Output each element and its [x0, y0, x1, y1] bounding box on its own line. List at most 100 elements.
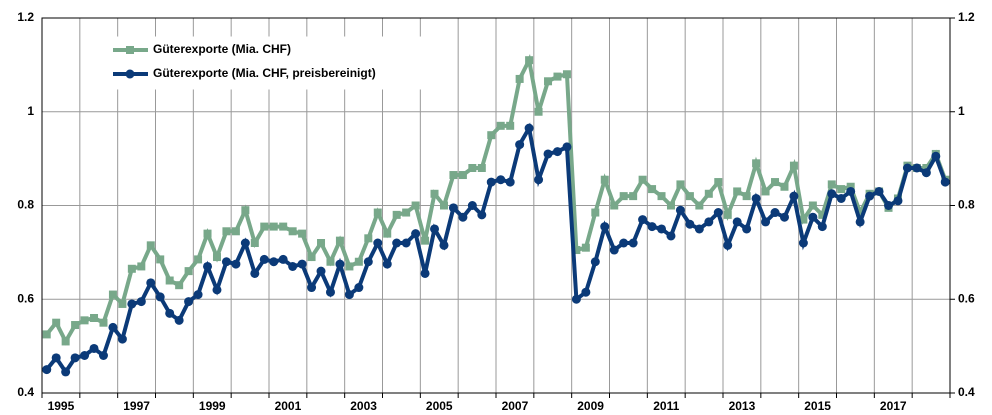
point [259, 254, 269, 264]
point [571, 294, 581, 304]
point [534, 175, 544, 185]
point [156, 255, 165, 264]
point [222, 227, 231, 236]
point [137, 262, 146, 271]
point [487, 131, 496, 140]
point [117, 334, 127, 344]
point [99, 318, 108, 327]
point [827, 189, 837, 199]
point [752, 159, 761, 168]
point [685, 219, 695, 229]
x-tick-label: 2011 [653, 399, 679, 413]
point [344, 290, 354, 300]
legend-box [106, 36, 422, 90]
point [789, 191, 799, 201]
point [562, 70, 571, 79]
point [240, 238, 250, 248]
y-tick-label: 0.4 [17, 385, 34, 399]
point [818, 210, 827, 219]
point [136, 297, 146, 307]
point [382, 259, 392, 269]
point [89, 343, 99, 353]
point [70, 353, 80, 363]
x-tick-label: 1999 [199, 399, 226, 413]
y-tick-label: 0.8 [17, 198, 34, 212]
point [666, 201, 675, 210]
point [723, 240, 733, 250]
point [184, 267, 193, 276]
point [714, 178, 723, 187]
point [552, 147, 562, 157]
point [439, 201, 448, 210]
point [524, 123, 534, 133]
point [61, 367, 71, 377]
y-tick-label: 1.2 [17, 10, 34, 24]
point [477, 210, 487, 220]
x-tick-label: 2013 [729, 399, 756, 413]
x-tick-label: 2017 [880, 399, 907, 413]
point [317, 239, 326, 247]
point [817, 222, 827, 232]
point [676, 180, 685, 189]
point [799, 215, 808, 224]
y-tick-label: 0.6 [17, 291, 34, 305]
point [146, 241, 155, 250]
point [316, 266, 326, 276]
point [421, 236, 430, 245]
point [71, 321, 80, 330]
point [931, 151, 941, 161]
point [505, 177, 515, 187]
point [383, 229, 392, 238]
point [553, 72, 562, 81]
point [902, 163, 912, 173]
point [771, 178, 780, 187]
point [42, 330, 51, 339]
x-tick-label: 2003 [350, 399, 377, 413]
point [221, 257, 231, 267]
point [420, 268, 430, 278]
point [260, 222, 269, 231]
point [619, 238, 629, 248]
point [98, 351, 108, 360]
point [610, 201, 619, 210]
point [467, 201, 477, 210]
point [250, 268, 260, 278]
point [808, 201, 817, 210]
point [430, 224, 440, 234]
point [42, 365, 52, 375]
point [231, 259, 241, 269]
point [203, 229, 212, 238]
point [704, 217, 714, 227]
y2-tick-label: 1.2 [958, 10, 975, 24]
point [666, 231, 676, 241]
point [448, 203, 458, 213]
point [543, 149, 553, 159]
point [231, 227, 240, 236]
x-tick-label: 2007 [502, 399, 529, 413]
point [430, 189, 439, 198]
point [713, 208, 723, 218]
point [194, 255, 203, 264]
point [278, 254, 288, 264]
point [629, 192, 638, 201]
point [392, 238, 402, 248]
point [108, 290, 117, 299]
point [733, 187, 742, 196]
point [468, 164, 477, 172]
point [411, 201, 420, 210]
point [174, 315, 184, 325]
point [288, 261, 298, 271]
point [685, 192, 694, 201]
point [269, 222, 278, 231]
x-tick-label: 2001 [275, 399, 302, 413]
plot-frame [41, 17, 951, 394]
point [675, 205, 685, 215]
point [695, 201, 704, 210]
point [155, 292, 165, 302]
point [212, 285, 222, 295]
point [808, 212, 818, 222]
point [307, 253, 316, 262]
point [61, 337, 70, 346]
point [506, 121, 515, 130]
point [648, 185, 657, 194]
